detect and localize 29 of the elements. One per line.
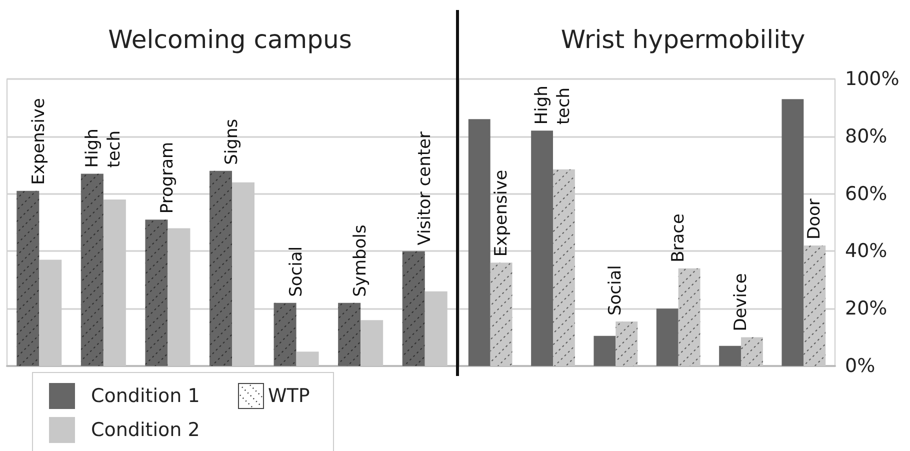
y-tick-label: 60% (845, 182, 888, 205)
bar (782, 99, 804, 366)
x-tick-label: Brace (668, 214, 688, 262)
category-label: High tech (82, 128, 124, 168)
y-tick-label: 0% (845, 355, 876, 377)
chart-title: Welcoming campus (108, 25, 352, 54)
legend-label: Condition 1 (91, 385, 200, 407)
chart-title: Wrist hypermobility (560, 25, 806, 54)
category-label: Expensive (29, 98, 50, 185)
category-label: Symbols (350, 224, 371, 297)
category-label: Signs (222, 118, 242, 165)
y-tick-label: 40% (845, 240, 888, 262)
bar (594, 336, 616, 366)
y-tick-label: 100% (845, 68, 900, 90)
y-tick-label: 80% (845, 125, 888, 148)
bar (296, 352, 319, 366)
text: WTP (268, 385, 310, 407)
bar (656, 308, 678, 366)
bar (360, 320, 384, 366)
bar (468, 119, 490, 366)
y-tick-label: 20% (845, 298, 888, 320)
bar (531, 130, 553, 366)
legend-label: Condition 2 (91, 419, 200, 441)
bar (719, 346, 741, 366)
x-tick-label: Device (731, 273, 751, 332)
x-tick-label: Expensive (491, 170, 512, 257)
x-tick-label: Door (804, 198, 825, 240)
category-label: Program (158, 142, 178, 214)
category-label: Visitor center (414, 131, 435, 246)
